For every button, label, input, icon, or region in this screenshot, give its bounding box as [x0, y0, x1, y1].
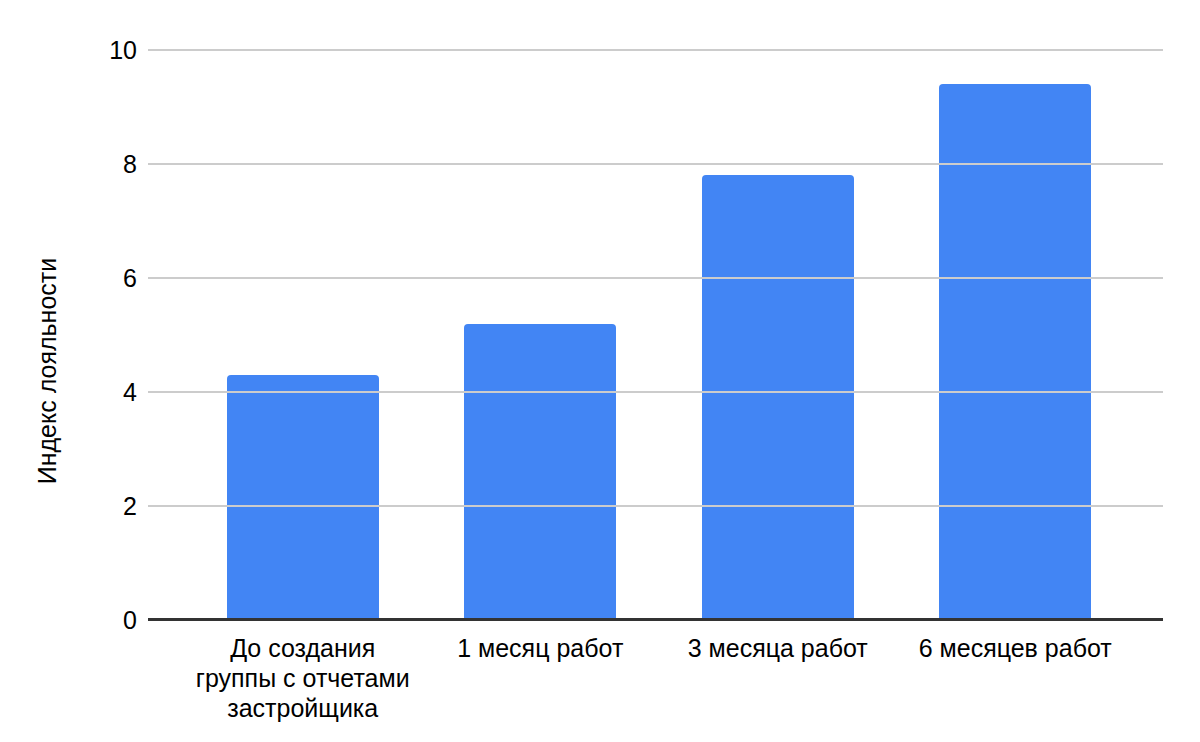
y-tick-label-4: 4 — [0, 377, 137, 407]
x-axis-labels: До создания группы с отчетами застройщик… — [148, 633, 1163, 723]
gridline-y-8 — [148, 163, 1163, 165]
y-tick-label-2: 2 — [0, 491, 137, 521]
bar-slot — [184, 50, 422, 620]
gridline-y-2 — [148, 505, 1163, 507]
bar-chart: Индекс лояльности До создания группы с о… — [0, 0, 1200, 742]
bar-2[interactable] — [464, 324, 616, 620]
y-tick-label-8: 8 — [0, 149, 137, 179]
y-tick-label-10: 10 — [0, 35, 137, 65]
y-tick-label-0: 0 — [0, 605, 137, 635]
gridline-y-4 — [148, 391, 1163, 393]
bar-3[interactable] — [702, 175, 854, 620]
x-axis-label-3: 3 месяца работ — [659, 633, 897, 723]
x-axis-label-4: 6 месяцев работ — [897, 633, 1135, 723]
bars-row — [148, 50, 1163, 620]
bar-slot — [659, 50, 897, 620]
gridline-y-6 — [148, 277, 1163, 279]
y-tick-label-6: 6 — [0, 263, 137, 293]
bar-slot — [422, 50, 660, 620]
x-axis-label-2: 1 месяц работ — [422, 633, 660, 723]
plot-area — [148, 50, 1163, 620]
bar-slot — [897, 50, 1135, 620]
bar-1[interactable] — [227, 375, 379, 620]
x-axis-line — [148, 618, 1163, 621]
gridline-y-10 — [148, 49, 1163, 51]
x-axis-label-1: До создания группы с отчетами застройщик… — [184, 633, 422, 723]
